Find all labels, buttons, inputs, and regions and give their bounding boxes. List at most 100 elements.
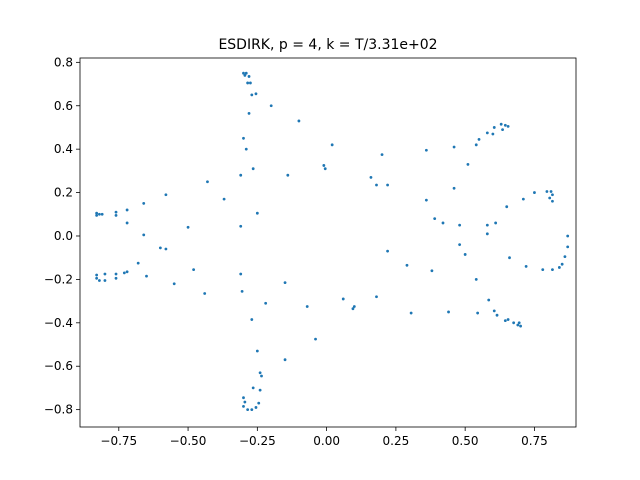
x-tick-label: −0.25	[239, 434, 276, 448]
data-point	[250, 93, 254, 97]
data-point	[330, 143, 334, 147]
data-point	[269, 104, 273, 108]
y-tick-label: −0.2	[44, 272, 73, 286]
y-tick-label: 0.0	[54, 229, 73, 243]
data-point	[242, 404, 245, 408]
data-point	[566, 234, 570, 238]
x-tick-label: 0.00	[313, 434, 340, 448]
data-point	[563, 255, 567, 259]
y-tick-label: 0.2	[54, 186, 73, 200]
data-point	[516, 323, 520, 327]
data-point	[521, 197, 525, 201]
data-point	[314, 337, 317, 341]
data-point	[551, 193, 554, 197]
data-point	[492, 126, 496, 129]
data-point	[114, 213, 118, 217]
data-point	[485, 232, 489, 236]
data-point	[447, 310, 450, 314]
data-point	[322, 164, 326, 167]
data-point	[503, 123, 507, 127]
data-point	[512, 321, 516, 325]
data-point	[424, 148, 428, 152]
data-point	[114, 276, 118, 280]
data-point	[145, 274, 148, 278]
data-point	[474, 278, 478, 281]
data-point	[249, 81, 252, 85]
data-point	[548, 196, 552, 200]
data-point	[501, 128, 504, 132]
x-tick-label: 0.50	[452, 434, 479, 448]
data-point	[247, 111, 251, 115]
data-point	[206, 180, 209, 184]
data-point	[494, 221, 498, 225]
data-point	[251, 167, 255, 171]
x-tick-label: 0.25	[383, 434, 410, 448]
data-point	[323, 167, 327, 171]
data-point	[430, 269, 434, 273]
data-point	[114, 272, 118, 276]
data-point	[517, 321, 521, 325]
data-point	[98, 279, 101, 282]
data-point	[283, 358, 287, 362]
data-point	[264, 301, 268, 305]
data-point	[239, 272, 243, 276]
data-point	[243, 73, 247, 77]
data-point	[405, 263, 409, 267]
y-tick-label: 0.8	[54, 55, 73, 69]
data-point	[441, 221, 445, 225]
data-point	[352, 305, 356, 308]
data-point	[192, 268, 196, 272]
data-point	[251, 386, 255, 390]
y-tick-label: −0.8	[44, 403, 73, 417]
data-point	[549, 190, 553, 193]
data-point	[351, 307, 355, 311]
data-point	[142, 202, 146, 205]
data-point	[386, 249, 389, 253]
data-point	[103, 272, 107, 276]
data-point	[186, 225, 190, 229]
data-point	[286, 173, 290, 177]
data-point	[258, 388, 262, 392]
data-point	[244, 147, 248, 151]
data-point	[545, 190, 549, 193]
data-point	[369, 175, 373, 179]
data-point	[246, 81, 250, 85]
y-tick-label: −0.4	[44, 316, 73, 330]
data-point	[255, 211, 259, 215]
data-point	[242, 71, 245, 75]
data-point	[551, 268, 554, 272]
data-point	[458, 223, 462, 227]
data-point	[242, 396, 245, 400]
data-point	[508, 256, 511, 260]
y-tick-label: 0.6	[54, 99, 73, 113]
data-point	[297, 119, 301, 123]
data-point	[95, 276, 99, 280]
data-point	[142, 233, 146, 237]
data-point	[95, 273, 99, 277]
chart-title: ESDIRK, p = 4, k = T/3.31e+02	[218, 37, 437, 53]
data-point	[380, 153, 384, 156]
data-point	[499, 122, 503, 126]
data-point	[492, 309, 496, 313]
data-point	[495, 313, 499, 317]
data-point	[100, 212, 104, 216]
y-tick-label: 0.4	[54, 142, 73, 156]
data-point	[341, 297, 345, 301]
scatter-points	[95, 71, 570, 412]
data-point	[424, 198, 428, 202]
data-point	[433, 217, 437, 221]
data-point	[125, 221, 129, 225]
x-tick-label: −0.50	[170, 434, 207, 448]
data-point	[409, 311, 413, 315]
data-point	[452, 186, 456, 190]
data-point	[247, 75, 251, 78]
x-tick-label: −0.75	[100, 434, 137, 448]
data-point	[255, 349, 259, 353]
data-point	[452, 145, 456, 149]
data-point	[258, 371, 262, 375]
data-point	[250, 408, 254, 412]
data-point	[386, 183, 389, 187]
data-point	[125, 208, 129, 212]
